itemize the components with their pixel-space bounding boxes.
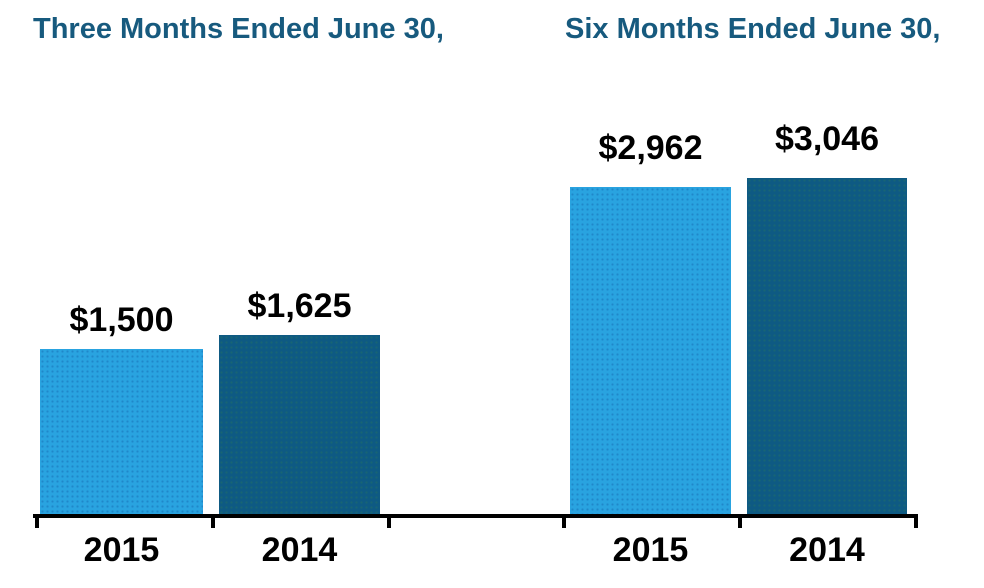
x-axis-line — [33, 514, 918, 518]
x-axis-tick-5 — [738, 514, 742, 528]
bar-2015-group1 — [40, 349, 203, 514]
left-group-title: Three Months Ended June 30, — [33, 13, 444, 45]
x-axis-tick-6 — [914, 514, 918, 528]
value-label-2014-group2: $3,046 — [775, 120, 879, 158]
x-axis-tick-1 — [35, 514, 39, 528]
value-label-2015-group1: $1,500 — [69, 301, 174, 339]
bar-2014-group2 — [747, 178, 907, 514]
bar-2014-group1 — [219, 335, 380, 514]
bar-2015-group2 — [570, 187, 731, 514]
x-axis-tick-2 — [211, 514, 215, 528]
value-label-2015-group2: $2,962 — [598, 129, 703, 167]
value-label-2014-group1: $1,625 — [247, 287, 352, 325]
x-axis-tick-3 — [387, 514, 391, 528]
x-axis-label-2015-group1: 2015 — [83, 531, 160, 569]
x-axis-label-2014-group1: 2014 — [261, 531, 338, 569]
x-axis-label-2014-group2: 2014 — [789, 531, 865, 569]
x-axis-label-2015-group2: 2015 — [612, 531, 689, 569]
x-axis-tick-4 — [562, 514, 566, 528]
right-group-title: Six Months Ended June 30, — [565, 13, 941, 45]
